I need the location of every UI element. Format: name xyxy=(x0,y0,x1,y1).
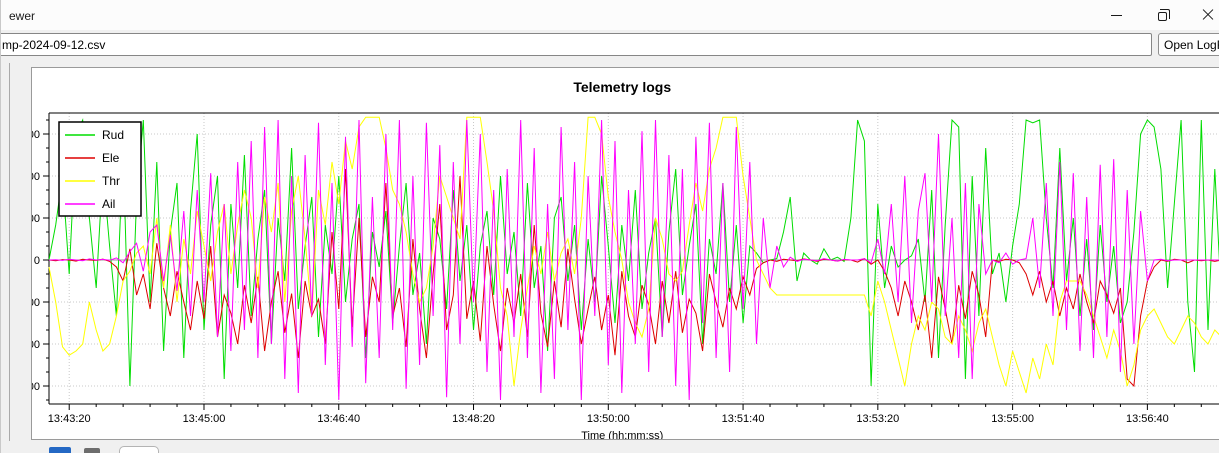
legend-label-thr: Thr xyxy=(102,174,120,188)
x-axis-label: Time (hh:mm:ss) xyxy=(581,430,663,439)
x-tick-label: 13:48:20 xyxy=(452,413,495,425)
title-bar: ewer xyxy=(1,0,1219,30)
x-tick-label: 13:51:40 xyxy=(722,413,765,425)
y-tick-label: -300 xyxy=(32,297,40,309)
x-tick-label: 13:53:20 xyxy=(856,413,899,425)
y-tick-label: 300 xyxy=(32,213,40,225)
bottom-toolbar-blue-icon[interactable] xyxy=(49,447,71,453)
maximize-button[interactable] xyxy=(1139,0,1185,30)
y-tick-label: -600 xyxy=(32,339,40,351)
series-line-rud xyxy=(49,120,1219,386)
telemetry-chart: -900 -600 -300 0 300 600 900 13:43:20 13:45:00 13… xyxy=(32,68,1219,439)
x-tick-label: 13:43:20 xyxy=(48,413,91,425)
x-tick-label: 13:55:00 xyxy=(991,413,1034,425)
logfile-path-input[interactable] xyxy=(0,33,1152,56)
legend-label-ele: Ele xyxy=(102,151,120,165)
chart-panel: -900 -600 -300 0 300 600 900 13:43:20 13:45:00 13… xyxy=(31,67,1219,440)
bottom-toolbar-gray-icon[interactable] xyxy=(84,448,100,453)
close-button[interactable] xyxy=(1185,0,1219,30)
x-tick-label: 13:45:00 xyxy=(183,413,226,425)
legend-box xyxy=(59,122,141,216)
minimize-icon xyxy=(1111,15,1122,16)
legend-label-rud: Rud xyxy=(102,128,124,142)
x-tick-label: 13:46:40 xyxy=(317,413,360,425)
file-toolbar: Open LogFile xyxy=(1,30,1219,62)
chart-title: Telemetry logs xyxy=(573,79,671,95)
left-panel-divider xyxy=(9,63,10,441)
open-logfile-button[interactable]: Open LogFile xyxy=(1158,33,1219,56)
main-area: -900 -600 -300 0 300 600 900 13:43:20 13:45:00 13… xyxy=(1,62,1219,453)
y-tick-label: 900 xyxy=(32,129,40,141)
series-line-thr xyxy=(49,117,1219,393)
window-title: ewer xyxy=(1,7,35,23)
y-tick-label: 0 xyxy=(34,255,40,267)
close-icon xyxy=(1202,9,1214,21)
window-controls xyxy=(1093,0,1219,30)
x-tick-label: 13:50:00 xyxy=(587,413,630,425)
y-tick-label: -900 xyxy=(32,381,40,393)
legend-label-ail: Ail xyxy=(102,197,115,211)
minimize-button[interactable] xyxy=(1093,0,1139,30)
y-tick-label: 600 xyxy=(32,171,40,183)
x-tick-label: 13:56:40 xyxy=(1126,413,1169,425)
app-window: ewer Open LogFile -900 -600 -300 0 300 600 900… xyxy=(0,0,1219,453)
bottom-toolbar-coordinate-box[interactable] xyxy=(119,446,159,453)
restore-icon xyxy=(1158,12,1167,21)
